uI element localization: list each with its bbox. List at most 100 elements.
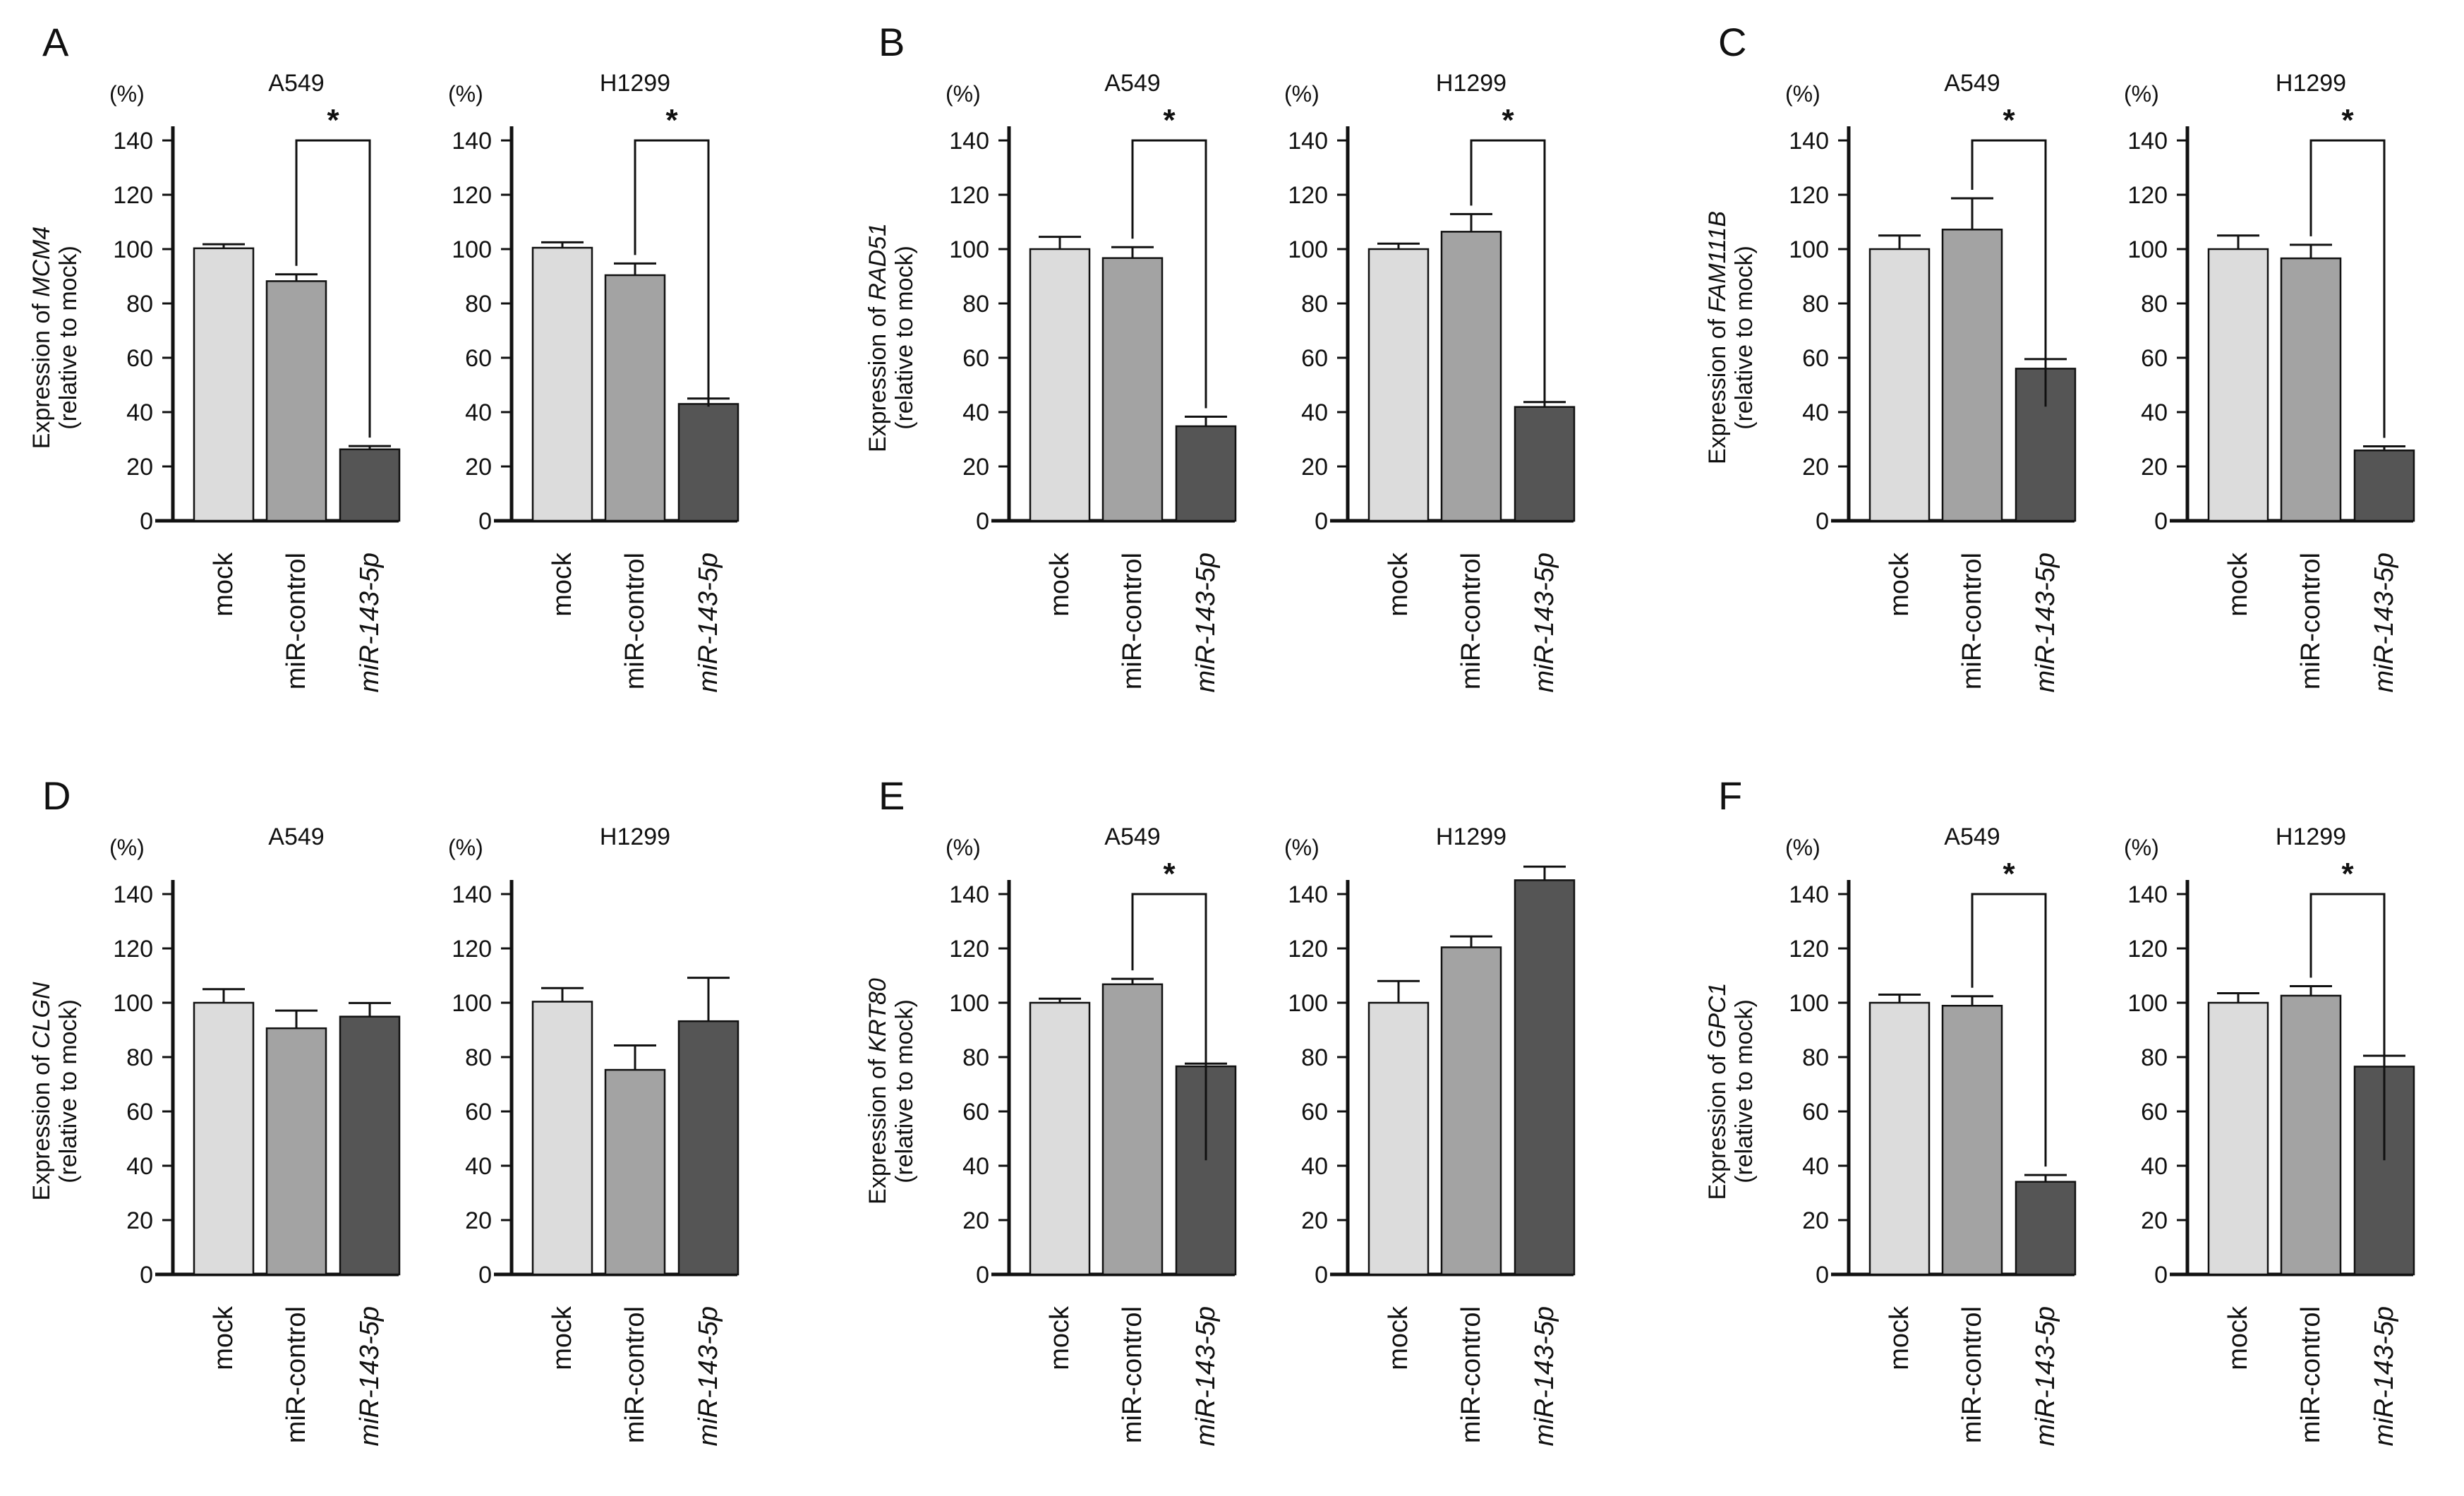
- bar: [2280, 257, 2342, 522]
- bar: [193, 247, 255, 522]
- y-tick-label: 100: [949, 990, 989, 1017]
- bar: [1029, 248, 1091, 522]
- significance-star: *: [2003, 857, 2015, 891]
- y-tick-label: 80: [1301, 1044, 1328, 1071]
- y-tick-label: 80: [1802, 1044, 1829, 1071]
- x-tick-label: miR-control: [2296, 553, 2326, 689]
- y-tick-label: 100: [113, 990, 153, 1017]
- significance-bracket: [2309, 893, 2386, 1161]
- y-tick-label: 80: [962, 1044, 989, 1071]
- bar-chart-panel: F A549 (%) Expression of GPC1 (relative to m…: [1704, 773, 2077, 1447]
- bar: [1514, 406, 1576, 522]
- significance-bracket: [1131, 893, 1207, 1161]
- bar: [193, 1001, 255, 1276]
- x-tick-label: miR-control: [1957, 1306, 1987, 1443]
- bar-chart-panel: H1299 (%) 0 20 40 60 80 100 120 140 mock miR-contro…: [1284, 824, 1576, 1447]
- bar: [1101, 257, 1164, 522]
- y-axis-label-line2: (relative to mock): [1731, 999, 1758, 1183]
- y-axis-label-line2: (relative to mock): [1731, 246, 1758, 430]
- significance-star: *: [1502, 103, 1514, 138]
- y-tick-label: 140: [1288, 881, 1328, 908]
- y-axis-label-line2: (relative to mock): [891, 999, 918, 1183]
- bar: [265, 280, 327, 522]
- x-tick-label: mock: [2223, 1305, 2253, 1370]
- y-unit-label: (%): [1284, 81, 1319, 107]
- y-tick-label: 100: [1789, 990, 1829, 1017]
- y-tick-label: 40: [1301, 399, 1328, 426]
- chart-title: A549: [1944, 70, 2000, 97]
- bar-chart-panel: H1299 (%) 0 20 40 60 80 100 120 140 mock miR-contro…: [448, 70, 739, 693]
- y-tick-label: 100: [113, 236, 153, 263]
- y-tick-label: 0: [2154, 1262, 2168, 1289]
- x-tick-label: mock: [548, 552, 577, 617]
- y-tick-label: 140: [949, 881, 989, 908]
- y-axis-label-line2: (relative to mock): [55, 999, 82, 1183]
- y-tick-label: 60: [1301, 1099, 1328, 1126]
- y-tick-label: 100: [452, 990, 492, 1017]
- y-unit-label: (%): [448, 81, 483, 107]
- y-tick-label: 20: [126, 454, 153, 481]
- y-tick-label: 20: [1301, 454, 1328, 481]
- bar: [1514, 879, 1576, 1276]
- x-tick-label: miR-control: [1118, 1306, 1147, 1443]
- y-tick-label: 100: [2127, 990, 2168, 1017]
- y-tick-label: 120: [2127, 182, 2168, 209]
- y-unit-label: (%): [946, 835, 981, 860]
- bar: [677, 1020, 739, 1276]
- y-unit-label: (%): [109, 835, 145, 860]
- y-tick-label: 140: [1789, 881, 1829, 908]
- x-tick-label: miR-143-5p: [355, 553, 385, 693]
- bar: [1367, 248, 1430, 522]
- x-tick-label: miR-control: [1118, 553, 1147, 689]
- chart-title: A549: [268, 824, 324, 850]
- y-tick-label: 140: [1288, 128, 1328, 155]
- y-unit-label: (%): [448, 835, 483, 860]
- bar: [531, 1001, 593, 1276]
- significance-bracket: [2309, 139, 2386, 438]
- y-tick-label: 40: [465, 399, 492, 426]
- x-tick-label: miR-143-5p: [2031, 553, 2060, 693]
- y-tick-label: 80: [126, 291, 153, 318]
- bar-chart-panel: A A549 (%) Expression of MCM4 (relative to m…: [28, 20, 401, 693]
- y-tick-label: 120: [949, 182, 989, 209]
- bar: [339, 1015, 401, 1276]
- y-tick-label: 0: [1315, 508, 1328, 535]
- y-unit-label: (%): [1785, 81, 1820, 107]
- significance-star: *: [1163, 103, 1176, 138]
- bar-chart-panel: D A549 (%) Expression of CLGN (relative to m…: [28, 773, 401, 1447]
- chart-title: H1299: [2276, 70, 2346, 97]
- y-tick-label: 0: [140, 1262, 153, 1289]
- y-tick-label: 40: [962, 399, 989, 426]
- y-axis-label-line2: (relative to mock): [891, 246, 918, 430]
- x-tick-label: miR-control: [282, 553, 311, 689]
- significance-star: *: [2003, 103, 2015, 138]
- y-unit-label: (%): [1284, 835, 1319, 860]
- y-tick-label: 100: [1288, 236, 1328, 263]
- y-unit-label: (%): [2124, 835, 2159, 860]
- x-tick-label: miR-143-5p: [694, 553, 723, 693]
- x-tick-label: miR-143-5p: [2369, 553, 2399, 693]
- bar: [265, 1027, 327, 1276]
- y-tick-label: 0: [1816, 1262, 1829, 1289]
- y-tick-label: 20: [465, 1207, 492, 1234]
- y-tick-label: 0: [976, 1262, 989, 1289]
- panel-letter: C: [1718, 20, 1746, 64]
- x-tick-label: miR-143-5p: [1530, 1306, 1559, 1447]
- y-tick-label: 40: [1301, 1153, 1328, 1180]
- y-tick-label: 120: [949, 936, 989, 963]
- y-tick-label: 120: [113, 936, 153, 963]
- y-tick-label: 40: [2141, 1153, 2168, 1180]
- y-tick-label: 40: [126, 399, 153, 426]
- x-tick-label: miR-143-5p: [2031, 1306, 2060, 1447]
- significance-star: *: [2341, 103, 2354, 138]
- bar: [1029, 1001, 1091, 1276]
- bar: [1440, 231, 1502, 522]
- y-tick-label: 100: [452, 236, 492, 263]
- y-tick-label: 80: [962, 291, 989, 318]
- y-axis-label: Expression of MCM4: [28, 227, 55, 450]
- y-tick-label: 140: [949, 128, 989, 155]
- y-tick-label: 100: [2127, 236, 2168, 263]
- y-tick-label: 20: [1301, 1207, 1328, 1234]
- bar: [1941, 229, 2003, 522]
